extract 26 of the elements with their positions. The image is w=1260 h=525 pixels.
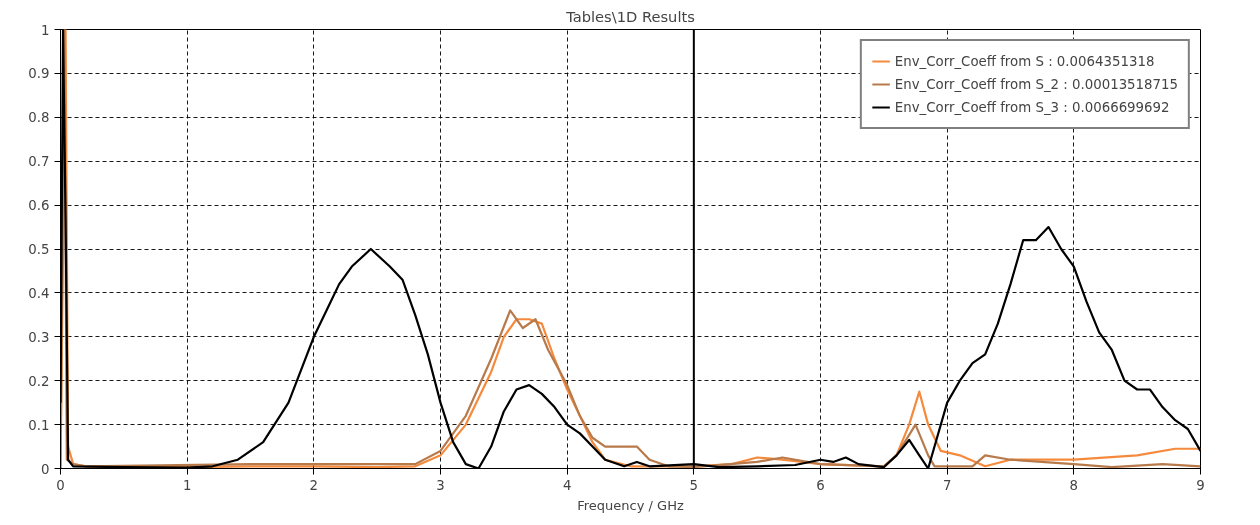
x-tick-label: 9: [1196, 477, 1205, 493]
y-tick-label: 1: [41, 22, 50, 38]
y-tick-label: 0.6: [28, 198, 50, 214]
x-tick-label: 8: [1069, 477, 1079, 493]
y-tick-label: 0.7: [28, 154, 50, 170]
ref-line-label: 5: [689, 477, 699, 493]
legend-label: Env_Corr_Coeff from S_3 : 0.0066699692: [894, 99, 1170, 115]
legend-label: Env_Corr_Coeff from S_2 : 0.00013518715: [894, 76, 1178, 92]
x-tick-label: 4: [562, 477, 572, 493]
x-tick-label: 0: [56, 477, 65, 493]
y-tick-label: 0.9: [28, 66, 50, 82]
legend-label: Env_Corr_Coeff from S : 0.0064351318: [894, 53, 1155, 69]
x-tick-label: 7: [942, 477, 952, 493]
y-tick-label: 0.2: [28, 373, 50, 389]
x-tick-label: 1: [182, 477, 192, 493]
y-tick-label: 0.3: [28, 329, 50, 345]
x-tick-label: 3: [436, 477, 445, 493]
y-tick-label: 0.4: [28, 285, 50, 301]
y-tick-label: 0.1: [28, 417, 50, 433]
x-tick-label: 2: [309, 477, 319, 493]
x-axis-title: Frequency / GHz: [577, 497, 684, 513]
y-tick-label: 0: [41, 461, 50, 477]
y-tick-label: 0.8: [28, 110, 50, 126]
x-tick-label: 6: [816, 477, 825, 493]
chart-title: Tables\1D Results: [565, 7, 695, 25]
y-tick-label: 0.5: [28, 242, 50, 257]
